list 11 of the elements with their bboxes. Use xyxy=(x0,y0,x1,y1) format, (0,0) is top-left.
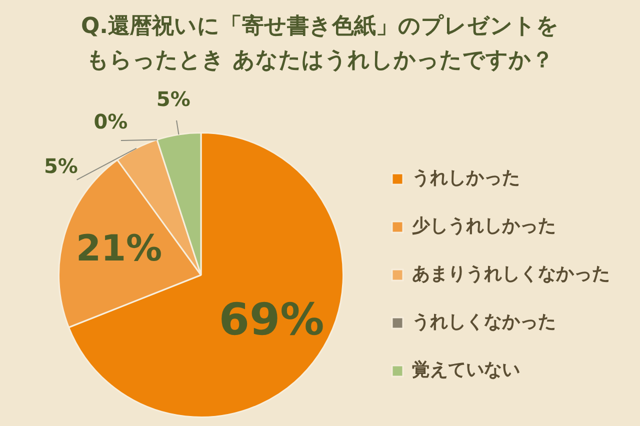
data-label: 5% xyxy=(44,154,78,178)
chart-title: Q.還暦祝いに「寄せ書き色紙」のプレゼントをもらったとき あなたはうれしかったですか？ xyxy=(80,12,560,75)
legend-label: うれしくなかった xyxy=(412,312,556,333)
data-label: 5% xyxy=(156,86,190,111)
legend-label: あまりうれしくなかった xyxy=(412,264,610,285)
text: 0% xyxy=(94,110,128,134)
data-label: 69% xyxy=(218,294,324,346)
legend-label: うれしかった xyxy=(412,168,520,189)
data-label: 21% xyxy=(76,228,162,270)
legend-label: 覚えていない xyxy=(412,360,520,381)
legend-label: 少しうれしかった xyxy=(412,216,556,237)
